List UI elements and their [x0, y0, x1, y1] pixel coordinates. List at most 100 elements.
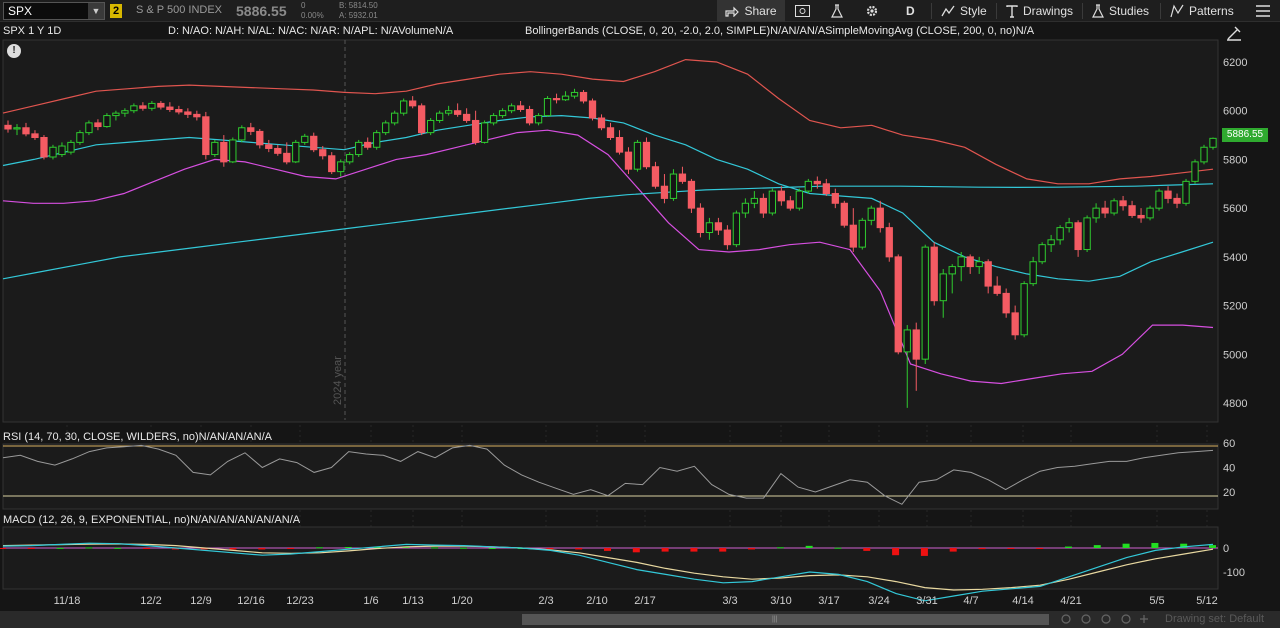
- menu-button[interactable]: [1256, 0, 1270, 22]
- candle-body: [256, 130, 264, 146]
- candle: [1191, 159, 1199, 184]
- macd-histogram-bar: [373, 546, 381, 548]
- candle: [1038, 242, 1046, 265]
- studies-button[interactable]: Studies: [1092, 0, 1149, 22]
- scroll-grip-icon: |||: [772, 616, 778, 623]
- candle: [94, 119, 102, 131]
- aggregation-button[interactable]: D: [906, 4, 915, 18]
- date-tick-label: 4/14: [1012, 595, 1033, 607]
- candle-body: [975, 261, 983, 268]
- bid-value: B: 5814.50: [339, 1, 378, 10]
- drawing-edit-icon[interactable]: [1226, 25, 1242, 46]
- candle-body: [220, 141, 228, 163]
- macd-histogram-bar: [661, 548, 669, 552]
- notes-button[interactable]: [795, 0, 810, 22]
- candle: [130, 103, 138, 114]
- macd-histogram-bar: [85, 547, 93, 549]
- candle-body: [966, 256, 974, 268]
- candle: [1029, 256, 1037, 287]
- net-change: 0 0.00%: [301, 1, 324, 21]
- price-tick-label: 5200: [1223, 301, 1247, 313]
- time-scrollbar[interactable]: ||| Drawing set: Default: [0, 611, 1280, 628]
- settings-button[interactable]: [865, 0, 879, 22]
- candle-body: [678, 173, 687, 182]
- candle: [202, 111, 210, 160]
- price-chart[interactable]: 2024 year 6200 6000 5800 5600 5400 5200 5000 48…: [0, 22, 1280, 612]
- price-panel: [2, 39, 1219, 423]
- toolbar-divider: [1160, 3, 1161, 19]
- candle: [31, 130, 39, 140]
- candle: [1092, 203, 1100, 223]
- candle: [1101, 200, 1109, 218]
- candle: [418, 103, 426, 136]
- candle-body: [822, 183, 830, 195]
- candle-body: [696, 207, 705, 233]
- candle: [274, 144, 282, 156]
- macd-histogram-bar: [200, 548, 208, 550]
- candle: [894, 254, 902, 355]
- zoom-controls[interactable]: [1050, 613, 1160, 627]
- macd-histogram-bar: [143, 548, 151, 549]
- macd-histogram-bar: [114, 547, 122, 549]
- share-button[interactable]: Share: [717, 0, 785, 22]
- style-label: Style: [960, 4, 987, 18]
- drawings-button[interactable]: Drawings: [1006, 0, 1073, 22]
- candle-body: [1173, 197, 1181, 204]
- candle: [13, 124, 21, 136]
- candle: [1047, 234, 1055, 252]
- candle: [858, 217, 866, 250]
- ask-value: A: 5932.01: [339, 11, 378, 20]
- candle-body: [435, 112, 444, 121]
- candle: [121, 108, 129, 117]
- candle-body: [292, 141, 300, 163]
- candle: [1137, 208, 1145, 223]
- candle-body: [22, 127, 30, 135]
- candle-body: [687, 180, 696, 209]
- candle-body: [139, 105, 147, 109]
- notes-icon: [795, 5, 810, 17]
- candle-body: [40, 137, 48, 158]
- bid-ask: B: 5814.50 A: 5932.01: [339, 1, 378, 21]
- symbol-dropdown-icon[interactable]: ▼: [88, 3, 104, 19]
- macd-histogram-bar: [604, 548, 611, 551]
- candle: [723, 225, 732, 250]
- candle-body: [364, 141, 372, 148]
- candle-body: [471, 119, 480, 143]
- candle-body: [310, 135, 318, 151]
- candle: [822, 178, 830, 196]
- candle: [292, 139, 300, 164]
- macd-histogram-bar: [1151, 542, 1159, 548]
- candle-body: [1038, 244, 1046, 263]
- rsi-line: [2, 444, 1214, 505]
- candle: [283, 142, 291, 165]
- candle: [265, 139, 273, 153]
- alert-icon[interactable]: !: [7, 44, 21, 58]
- candle: [1128, 200, 1136, 218]
- candle-body: [714, 222, 723, 231]
- style-button[interactable]: Style: [941, 0, 987, 22]
- scroll-thumb[interactable]: [522, 614, 1049, 625]
- candle: [840, 200, 848, 228]
- candle: [543, 96, 552, 117]
- candle-body: [489, 115, 498, 124]
- date-tick-label: 12/2: [140, 595, 161, 607]
- candle-body: [211, 141, 219, 156]
- candle-body: [543, 98, 552, 117]
- patterns-button[interactable]: Patterns: [1170, 0, 1234, 22]
- share-icon: [725, 6, 740, 17]
- candle: [301, 133, 309, 145]
- candle: [741, 198, 750, 218]
- candle-body: [274, 147, 282, 154]
- lab-button[interactable]: [831, 0, 843, 22]
- symbol-input[interactable]: SPX ▼: [3, 2, 105, 20]
- candle: [22, 122, 30, 137]
- candle: [732, 210, 741, 248]
- candle: [876, 200, 884, 233]
- symbol-text: SPX: [8, 4, 33, 18]
- date-tick-label: 5/12: [1196, 595, 1217, 607]
- macd-histogram-bar: [258, 548, 266, 550]
- candle-body: [1191, 161, 1199, 182]
- candle-body: [1029, 261, 1037, 285]
- link-group-badge[interactable]: 2: [110, 4, 122, 18]
- date-tick-label: 3/3: [722, 595, 737, 607]
